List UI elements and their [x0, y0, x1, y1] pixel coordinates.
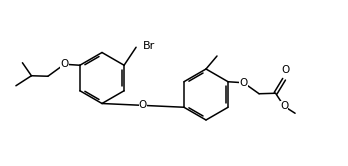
- Text: O: O: [280, 101, 288, 111]
- Text: O: O: [239, 78, 248, 88]
- Text: O: O: [60, 59, 69, 69]
- Text: O: O: [139, 100, 147, 110]
- Text: O: O: [281, 65, 289, 75]
- Text: Br: Br: [143, 41, 155, 51]
